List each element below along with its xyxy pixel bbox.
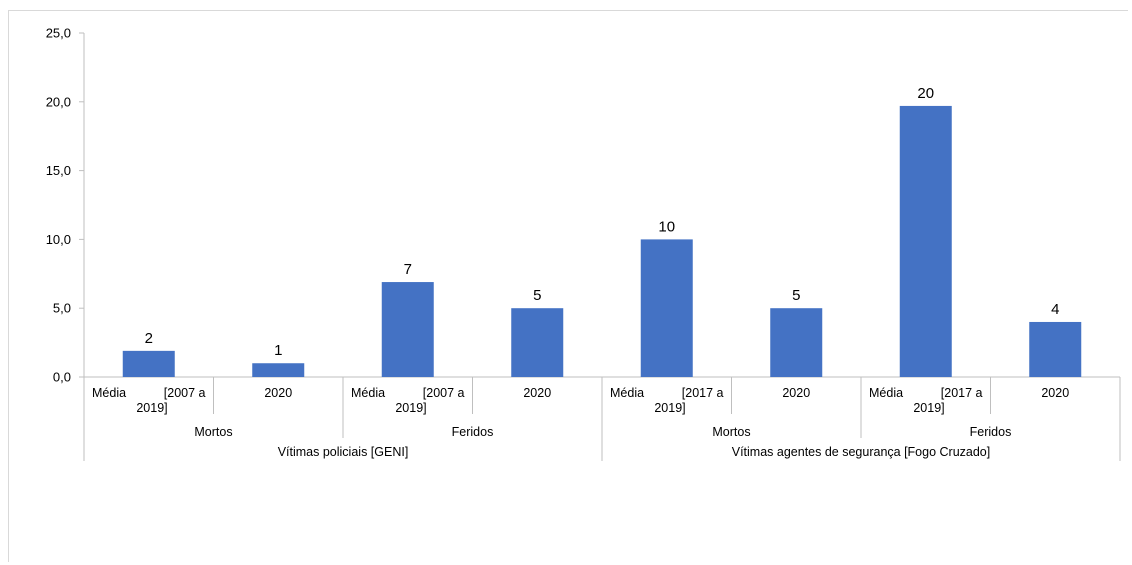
subgroup-label: Feridos (452, 425, 494, 439)
subgroup-label: Feridos (970, 425, 1012, 439)
category-label: 2020 (782, 386, 810, 400)
chart-frame (8, 10, 1128, 562)
data-label: 5 (792, 287, 800, 304)
y-tick-label: 5,0 (53, 301, 71, 316)
category-label: [2017 a (682, 386, 724, 400)
bar (122, 350, 175, 377)
data-label: 1 (274, 342, 282, 359)
y-tick-label: 10,0 (46, 232, 71, 247)
group-label: Vítimas agentes de segurança [Fogo Cruza… (732, 445, 990, 459)
y-tick-label: 0,0 (53, 370, 71, 385)
data-label: 7 (404, 261, 412, 278)
category-label: [2007 a (423, 386, 465, 400)
category-label: 2019] (395, 401, 426, 415)
data-label: 20 (917, 85, 934, 102)
category-label: 2019] (913, 401, 944, 415)
subgroup-label: Mortos (194, 425, 232, 439)
bar (770, 308, 823, 377)
data-label: 2 (145, 330, 153, 347)
data-label: 10 (658, 218, 675, 235)
bar (1029, 321, 1082, 377)
bar (640, 239, 693, 377)
category-label: Média (351, 386, 385, 400)
category-label: 2020 (523, 386, 551, 400)
category-label: Média (869, 386, 903, 400)
category-label: 2019] (654, 401, 685, 415)
data-label: 4 (1051, 301, 1059, 318)
category-label: [2017 a (941, 386, 983, 400)
bar (899, 105, 952, 377)
y-tick-label: 20,0 (46, 94, 71, 109)
data-label: 5 (533, 287, 541, 304)
category-label: 2019] (136, 401, 167, 415)
category-label: [2007 a (164, 386, 206, 400)
group-label: Vítimas policiais [GENI] (278, 445, 409, 459)
y-tick-label: 25,0 (46, 26, 71, 41)
category-label: Média (610, 386, 644, 400)
bar (252, 363, 305, 377)
subgroup-label: Mortos (712, 425, 750, 439)
category-label: 2020 (264, 386, 292, 400)
category-label: Média (92, 386, 126, 400)
y-tick-label: 15,0 (46, 163, 71, 178)
bar (511, 308, 564, 377)
category-label: 2020 (1041, 386, 1069, 400)
bar (381, 282, 434, 377)
